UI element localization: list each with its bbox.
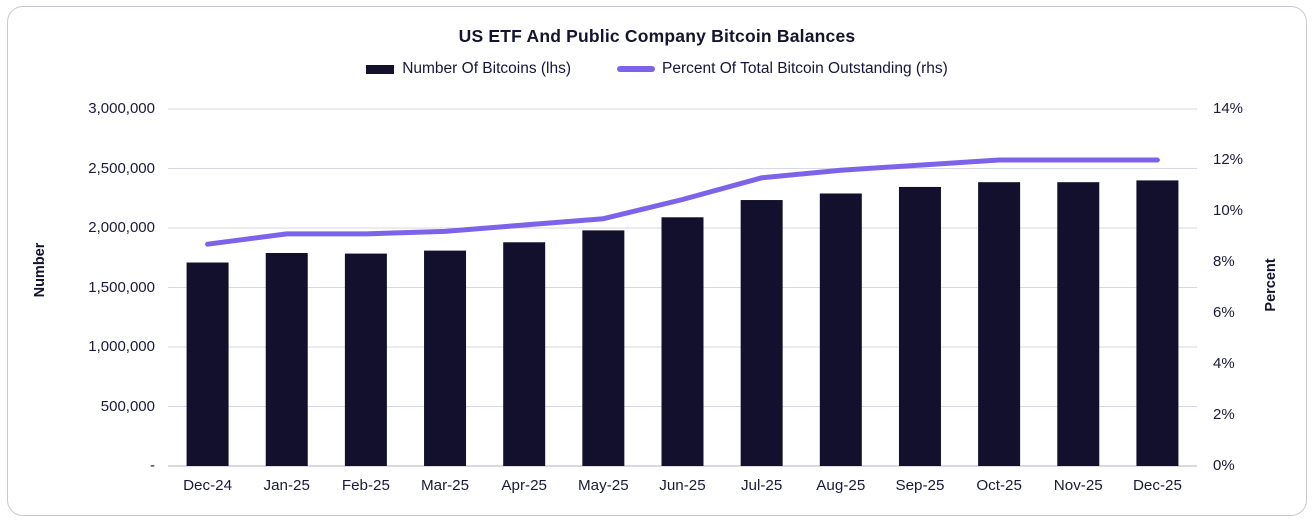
bar-May-25 [582,230,625,466]
right-tick-6%: 6% [1213,304,1235,321]
bar-Feb-25 [344,253,387,466]
x-label-May-25: May-25 [578,477,629,494]
left-tick-500,000: 500,000 [100,397,155,415]
bar-Nov-25 [1057,182,1100,466]
legend: Number Of Bitcoins (lhs) Percent Of Tota… [0,58,1314,80]
bar-Aug-25 [819,193,862,466]
right-tick-2%: 2% [1213,406,1235,423]
legend-label-line: Percent Of Total Bitcoin Outstanding (rh… [662,60,948,77]
left-axis-title: Number [32,242,48,298]
bar-Dec-25 [1136,180,1179,466]
right-tick-0%: 0% [1213,457,1235,474]
left-tick-1,500,000: 1,500,000 [88,278,155,296]
right-tick-4%: 4% [1213,355,1235,372]
x-label-Jul-25: Jul-25 [740,477,783,494]
x-label-Apr-25: Apr-25 [501,477,547,494]
x-label-Dec-24: Dec-24 [183,477,233,494]
bar-Jan-25 [265,252,308,466]
legend-label-bars: Number Of Bitcoins (lhs) [402,60,572,77]
right-tick-8%: 8% [1213,253,1235,270]
legend-item-percent-outstanding: Percent Of Total Bitcoin Outstanding (rh… [617,60,948,78]
x-label-Sep-25: Sep-25 [895,477,945,494]
chart-title: US ETF And Public Company Bitcoin Balanc… [458,26,856,46]
x-label-Aug-25: Aug-25 [816,477,866,494]
left-tick-3,000,000: 3,000,000 [88,100,155,117]
x-label-Jan-25: Jan-25 [263,477,310,494]
left-tick-2,500,000: 2,500,000 [88,159,155,177]
left-tick-1,000,000: 1,000,000 [88,338,155,355]
x-label-Feb-25: Feb-25 [341,477,390,494]
right-tick-10%: 10% [1213,202,1244,219]
bar-Sep-25 [898,186,941,466]
bar-Dec-24 [186,262,229,466]
x-label-Mar-25: Mar-25 [420,477,470,494]
x-label-Dec-25: Dec-25 [1132,477,1182,494]
bar-Jul-25 [740,200,783,466]
right-tick-12%: 12% [1213,151,1244,168]
x-label-Nov-25: Nov-25 [1053,477,1103,494]
line-series-swatch-icon [617,66,656,72]
legend-item-number-of-bitcoins: Number Of Bitcoins (lhs) [366,60,571,78]
left-tick--: - [150,457,155,474]
bar-Apr-25 [503,242,546,466]
percent-line [205,157,1160,247]
bar-Oct-25 [978,182,1021,466]
plot-area [168,108,1197,467]
left-tick-2,000,000: 2,000,000 [88,219,155,236]
bar-Jun-25 [661,217,704,466]
right-tick-14%: 14% [1213,100,1244,117]
x-label-Jun-25: Jun-25 [659,477,706,494]
bar-Mar-25 [424,250,467,466]
bar-series-swatch-icon [366,64,395,74]
x-label-Oct-25: Oct-25 [976,477,1022,494]
